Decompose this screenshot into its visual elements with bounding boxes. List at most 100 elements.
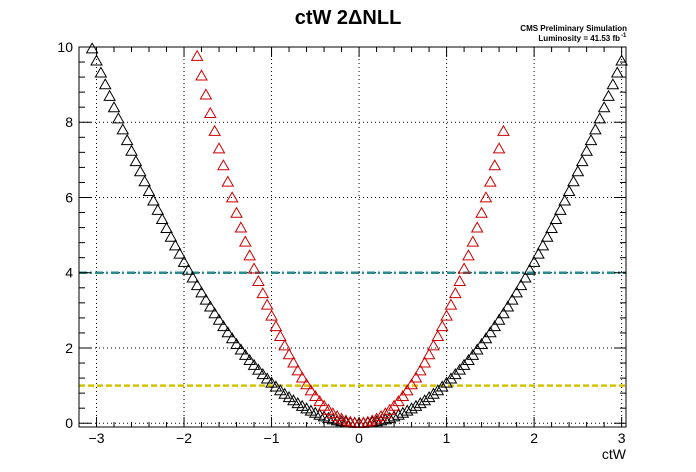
data-point-triangle bbox=[273, 384, 287, 396]
data-point-triangle bbox=[225, 332, 239, 344]
data-point-triangle bbox=[85, 42, 99, 54]
data-point-triangle bbox=[418, 356, 432, 368]
data-point-triangle bbox=[488, 320, 502, 332]
data-point-triangle bbox=[120, 134, 134, 146]
data-point-triangle bbox=[208, 124, 222, 136]
data-point-triangle bbox=[199, 293, 213, 305]
data-point-triangle bbox=[536, 239, 550, 251]
data-point-triangle bbox=[475, 337, 488, 349]
data-point-triangle bbox=[221, 326, 235, 338]
axis-ticks bbox=[78, 46, 626, 427]
data-point-triangle bbox=[133, 165, 147, 177]
data-point-triangle bbox=[553, 203, 567, 215]
data-point-triangle bbox=[409, 399, 423, 411]
data-point-triangle bbox=[497, 307, 510, 319]
plot-frame bbox=[78, 46, 627, 428]
data-point-triangle bbox=[575, 154, 589, 167]
data-point-triangle bbox=[164, 230, 178, 242]
data-point-triangle bbox=[199, 88, 213, 100]
data-point-triangle bbox=[147, 194, 160, 206]
data-point-triangle bbox=[186, 271, 200, 283]
data-point-triangle bbox=[155, 212, 169, 225]
data-point-triangle bbox=[505, 293, 519, 305]
data-point-triangle bbox=[540, 230, 554, 242]
data-point-triangle bbox=[304, 384, 318, 396]
data-point-triangle bbox=[387, 410, 401, 422]
data-point-triangle bbox=[203, 106, 217, 118]
x-tick-label: 1 bbox=[443, 430, 451, 446]
y-tick-label: 0 bbox=[65, 415, 73, 431]
data-point-triangle bbox=[427, 339, 440, 351]
data-point-triangle bbox=[492, 313, 506, 325]
data-point-triangle bbox=[409, 371, 423, 383]
data-point-triangle bbox=[195, 286, 208, 298]
data-point-triangle bbox=[98, 78, 112, 90]
data-point-triangle bbox=[413, 397, 427, 409]
luminosity-label: Luminosity = 41.53 fb bbox=[538, 34, 620, 43]
data-point-triangle bbox=[589, 123, 602, 135]
data-point-triangle bbox=[260, 298, 274, 310]
data-point-triangle bbox=[488, 159, 502, 171]
x-tick-label: −2 bbox=[176, 430, 192, 446]
data-point-triangle bbox=[483, 175, 497, 187]
data-point-triangle bbox=[260, 372, 274, 384]
cms-label: CMS Preliminary Simulation bbox=[520, 24, 627, 33]
data-point-triangle bbox=[203, 300, 217, 312]
data-point-triangle bbox=[282, 348, 296, 360]
data-point-triangle bbox=[243, 353, 257, 365]
data-point-triangle bbox=[427, 387, 440, 399]
data-point-triangle bbox=[308, 389, 322, 402]
data-point-triangle bbox=[343, 415, 357, 427]
y-tick-label: 8 bbox=[65, 114, 73, 130]
data-point-triangle bbox=[173, 247, 187, 259]
data-point-triangle bbox=[295, 371, 309, 383]
data-point-triangle bbox=[466, 348, 480, 360]
data-point-triangle bbox=[462, 249, 475, 261]
data-point-triangle bbox=[317, 399, 331, 411]
data-point-triangle bbox=[212, 142, 226, 154]
data-point-triangle bbox=[378, 407, 392, 419]
data-point-triangle bbox=[256, 368, 270, 380]
data-point-triangle bbox=[151, 203, 165, 215]
data-point-triangle bbox=[221, 175, 235, 187]
data-point-triangle bbox=[217, 159, 230, 171]
y-tick-label: 4 bbox=[65, 265, 73, 281]
data-point-triangle bbox=[269, 380, 283, 392]
data-point-triangle bbox=[230, 337, 243, 349]
data-point-triangle bbox=[602, 89, 615, 101]
data-point-triangle bbox=[160, 221, 173, 234]
data-point-triangle bbox=[418, 394, 432, 406]
reference-lines bbox=[79, 271, 626, 387]
data-point-triangle bbox=[440, 309, 453, 321]
data-point-triangle bbox=[238, 348, 252, 360]
data-point-triangle bbox=[413, 364, 427, 376]
x-tick-label: −3 bbox=[89, 430, 105, 446]
data-point-triangle bbox=[125, 144, 138, 156]
data-point-triangle bbox=[383, 403, 397, 415]
data-point-triangle bbox=[190, 278, 204, 291]
data-point-triangle bbox=[518, 271, 532, 283]
data-point-triangle bbox=[501, 300, 515, 312]
data-point-triangle bbox=[278, 339, 292, 351]
data-point-triangle bbox=[584, 134, 598, 146]
data-point-triangle bbox=[129, 154, 143, 167]
data-point-triangle bbox=[435, 380, 449, 392]
data-point-triangle bbox=[422, 348, 436, 360]
data-point-triangle bbox=[247, 262, 261, 274]
data-point-triangle bbox=[225, 191, 239, 203]
data-point-triangle bbox=[396, 406, 410, 418]
data-point-triangle bbox=[168, 239, 182, 251]
data-point-triangle bbox=[431, 384, 445, 396]
data-point-triangle bbox=[107, 101, 121, 113]
data-point-triangle bbox=[238, 235, 252, 247]
data-point-triangle bbox=[580, 144, 593, 156]
data-point-triangle bbox=[470, 343, 484, 355]
data-point-triangle bbox=[510, 286, 523, 298]
data-point-triangle bbox=[593, 112, 607, 124]
data-point-triangle bbox=[606, 78, 620, 90]
data-point-triangle bbox=[300, 378, 313, 390]
data-point-triangle bbox=[142, 184, 156, 196]
data-point-triangle bbox=[396, 389, 410, 402]
data-point-triangle bbox=[374, 410, 388, 422]
data-point-triangle bbox=[361, 415, 375, 427]
